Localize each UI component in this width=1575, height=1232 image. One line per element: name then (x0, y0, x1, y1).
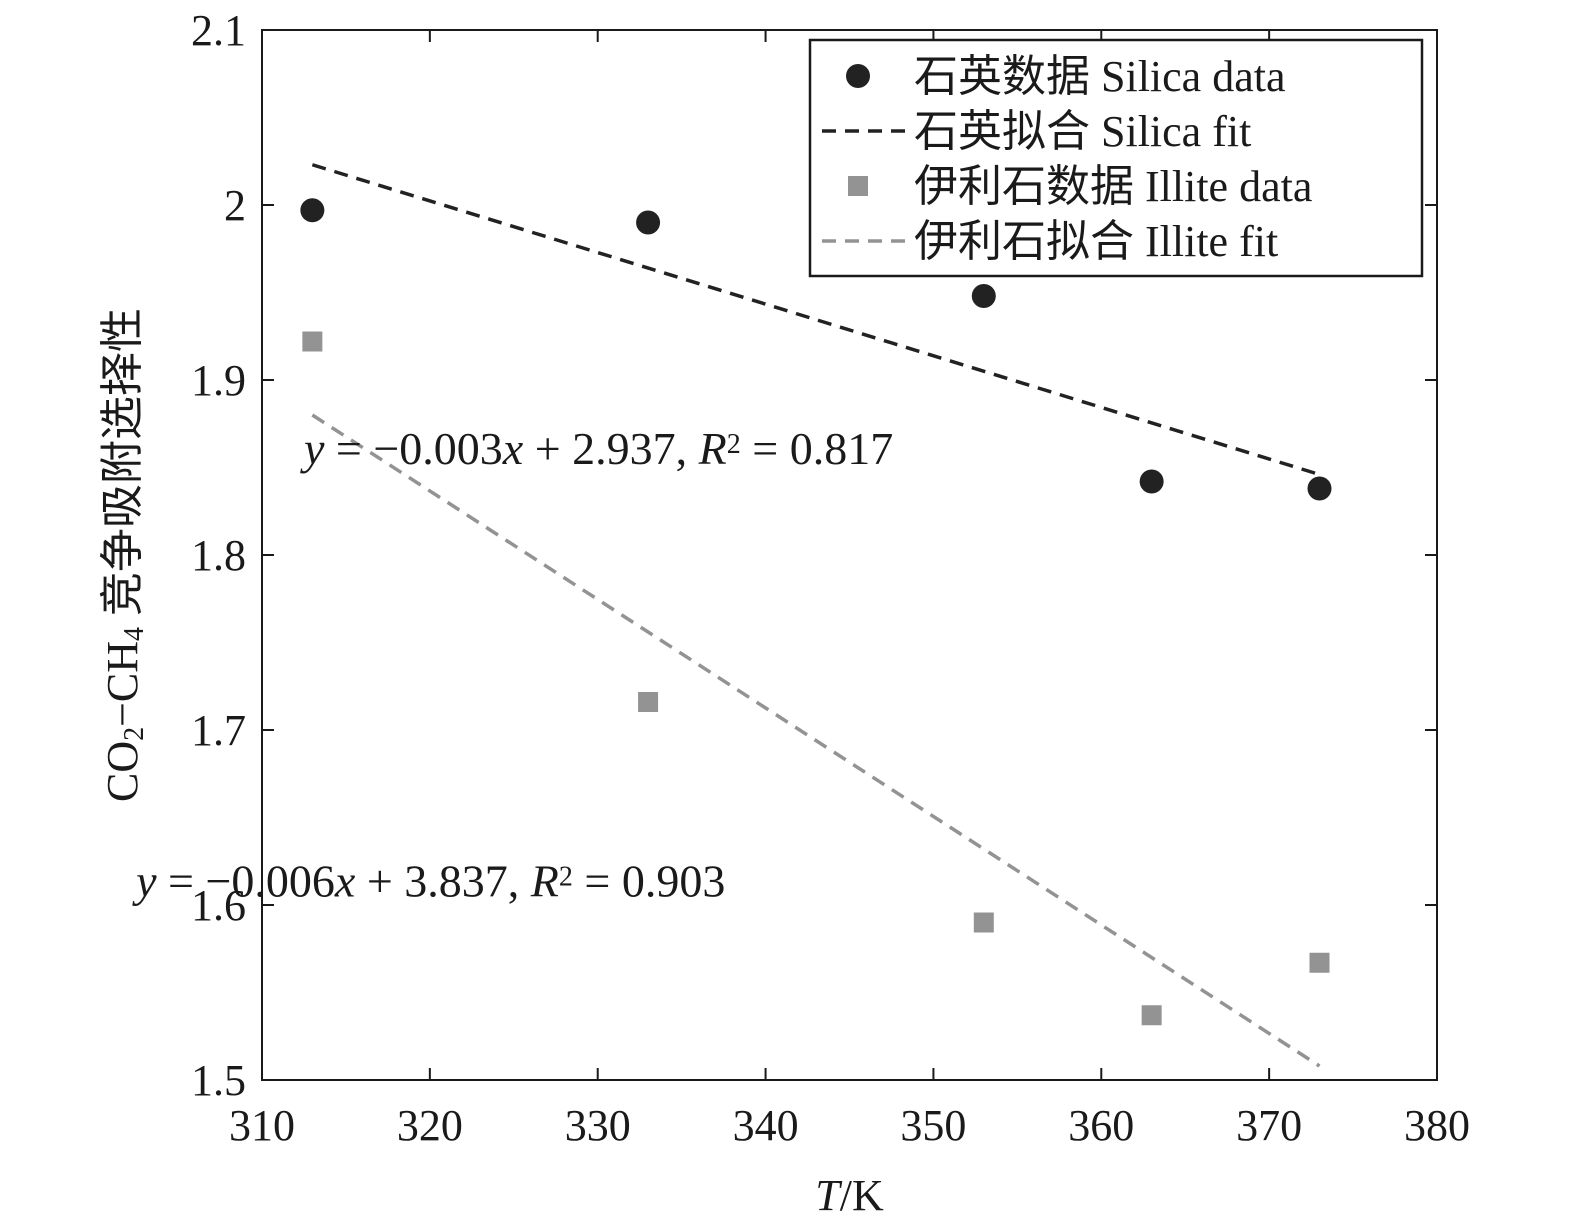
data-point (638, 692, 659, 712)
axis-titles: T/K CO2−CH4 竞争吸附选择性 (98, 308, 884, 1220)
legend-entry: 伊利石拟合 Illite fit (822, 217, 1278, 266)
legend-label: 石英拟合 Silica fit (914, 107, 1251, 156)
y-axis-title: CO2−CH4 竞争吸附选择性 (98, 308, 150, 802)
data-point (302, 331, 323, 352)
x-tick-label: 370 (1236, 1101, 1302, 1150)
axes: 310 320 330 340 350 360 370 380 1.5 1.6 1.7 1.8 1.9 2… (191, 6, 1470, 1150)
x-tick-label: 330 (565, 1101, 631, 1150)
x-tick-label: 310 (229, 1101, 295, 1150)
series-scatter (300, 198, 1332, 501)
x-tick-label: 340 (733, 1101, 799, 1150)
fit-line (311, 163, 1321, 477)
data-point (1307, 476, 1332, 501)
legend-label: 伊利石数据 Illite data (914, 162, 1312, 211)
legend-box (808, 38, 1424, 278)
x-tick-label: 380 (1404, 1101, 1470, 1150)
x-tick-label: 350 (900, 1101, 966, 1150)
legend-circle-swatch (846, 64, 870, 88)
y-tick-label: 1.7 (191, 706, 246, 755)
data-point (636, 210, 661, 235)
data-point (300, 198, 325, 223)
legend-entry: 伊利石数据 Illite data (848, 162, 1312, 211)
y-tick-label: 1.5 (191, 1056, 246, 1105)
series-fit-line (311, 163, 1321, 477)
data-point (971, 284, 996, 308)
x-tick-label: 360 (1068, 1101, 1134, 1150)
series-scatter (302, 331, 1330, 1026)
legend-square-swatch (848, 176, 868, 196)
legend: 石英数据 Silica data 石英拟合 Silica fit 伊利石数据 Ill… (808, 38, 1424, 278)
x-tick-label: 320 (397, 1101, 463, 1150)
data-point (973, 912, 994, 933)
fit-equation-2: y = −0.006x + 3.837, R2 = 0.903 (132, 855, 725, 906)
legend-entry: 石英数据 Silica data (846, 52, 1286, 101)
y-tick-label: 2.1 (191, 6, 246, 55)
legend-label: 石英数据 Silica data (914, 52, 1286, 101)
legend-label: 伊利石拟合 Illite fit (914, 217, 1278, 266)
y-tick-label: 2 (224, 181, 246, 230)
fit-equation-1: y = −0.003x + 2.937, R2 = 0.817 (300, 423, 893, 474)
x-axis-title: T/K (815, 1171, 884, 1220)
y-tick-label: 1.6 (191, 881, 246, 930)
y-tick-label: 1.9 (191, 356, 246, 405)
annotation-layer: y = −0.003x + 2.937, R2 = 0.817 y = −0.00… (132, 423, 893, 906)
data-point (1139, 469, 1164, 494)
legend-entry: 石英拟合 Silica fit (822, 107, 1251, 156)
fit-line (311, 413, 1321, 1068)
data-point (1309, 952, 1330, 973)
series-layer (300, 163, 1332, 1068)
series-fit-line (311, 413, 1321, 1068)
y-tick-label: 1.8 (191, 531, 246, 580)
data-point (1141, 1005, 1162, 1026)
